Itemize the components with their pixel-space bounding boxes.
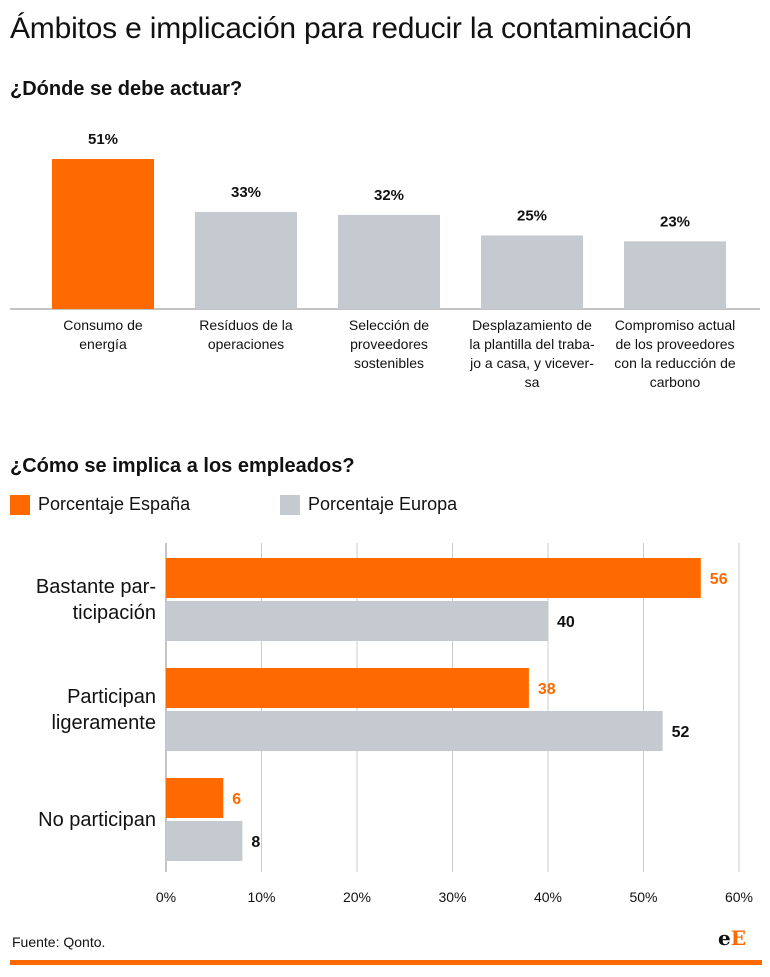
chart2-category-label: No participan xyxy=(38,808,156,831)
chart2-tick-label: 50% xyxy=(629,889,657,905)
legend-swatch-europe xyxy=(280,494,300,515)
chart1-value-label: 33% xyxy=(231,184,261,201)
chart1-bar xyxy=(624,241,726,309)
chart2-value-label: 56 xyxy=(710,571,728,588)
chart1-bar xyxy=(52,159,154,309)
legend-swatch-spain xyxy=(10,494,30,515)
chart1-bar xyxy=(481,235,583,309)
chart2-bar-europe xyxy=(166,821,243,861)
legend-label-spain: Porcentaje España xyxy=(38,494,191,514)
chart1-value-label: 23% xyxy=(660,213,690,230)
chart2-title: ¿Cómo se implica a los empleados? xyxy=(10,455,355,477)
chart2-value-label: 8 xyxy=(251,834,260,851)
page-title: Ámbitos e implicación para reducir la co… xyxy=(10,12,692,45)
chart2-tick-label: 0% xyxy=(156,889,176,905)
chart1-category-label: Selección de proveedores sostenibles xyxy=(348,317,430,371)
chart2-tick-label: 30% xyxy=(438,889,466,905)
chart1-value-label: 51% xyxy=(88,131,118,148)
chart2-value-label: 52 xyxy=(672,724,690,741)
legend-item-spain: Porcentaje España xyxy=(10,494,190,515)
chart2-bar-europe xyxy=(166,711,663,751)
chart1-bar xyxy=(338,214,440,309)
chart2-bar-europe xyxy=(166,601,548,641)
chart2-value-label: 40 xyxy=(557,614,575,631)
legend-item-europe: Porcentaje Europa xyxy=(280,494,457,515)
chart1-vertical-bars: 51% 33% 32% 25% 23% xyxy=(10,131,760,310)
chart2-value-label: 38 xyxy=(538,681,556,698)
chart2-bar-spain xyxy=(166,668,529,708)
chart1-category-label: Consumo de energía xyxy=(63,317,143,352)
chart2-tick-label: 60% xyxy=(725,889,753,905)
chart2-tick-label: 10% xyxy=(247,889,275,905)
legend-label-europe: Porcentaje Europa xyxy=(308,494,458,514)
chart1-category-label: Compromiso actual de los proveedores con l… xyxy=(614,317,736,390)
chart2-tick-label: 40% xyxy=(534,889,562,905)
chart2-bar-spain xyxy=(166,558,701,598)
chart2-value-label: 6 xyxy=(232,791,241,808)
bottom-rule xyxy=(10,960,762,965)
chart1-value-label: 25% xyxy=(517,207,547,224)
source-note: Fuente: Qonto. xyxy=(12,934,106,950)
chart1-category-label: Resíduos de la operaciones xyxy=(199,317,293,352)
chart2-tick-label: 20% xyxy=(343,889,371,905)
chart2-bar-spain xyxy=(166,778,224,818)
chart1-title: ¿Dónde se debe actuar? xyxy=(10,78,243,100)
publisher-logo: eE xyxy=(718,926,746,950)
chart1-category-label: Desplazamiento de la plantilla del traba-… xyxy=(469,317,595,390)
chart1-value-label: 32% xyxy=(374,187,404,204)
chart2-horizontal-bars: 0% 10% 20% 30% 40% 50% 60% 56 40 38 52 6 8 xyxy=(156,543,753,905)
chart1-bar xyxy=(195,211,297,309)
chart2-category-label: Participan ligeramente xyxy=(51,685,156,734)
chart2-category-label: Bastante par-ticipación xyxy=(35,575,156,624)
